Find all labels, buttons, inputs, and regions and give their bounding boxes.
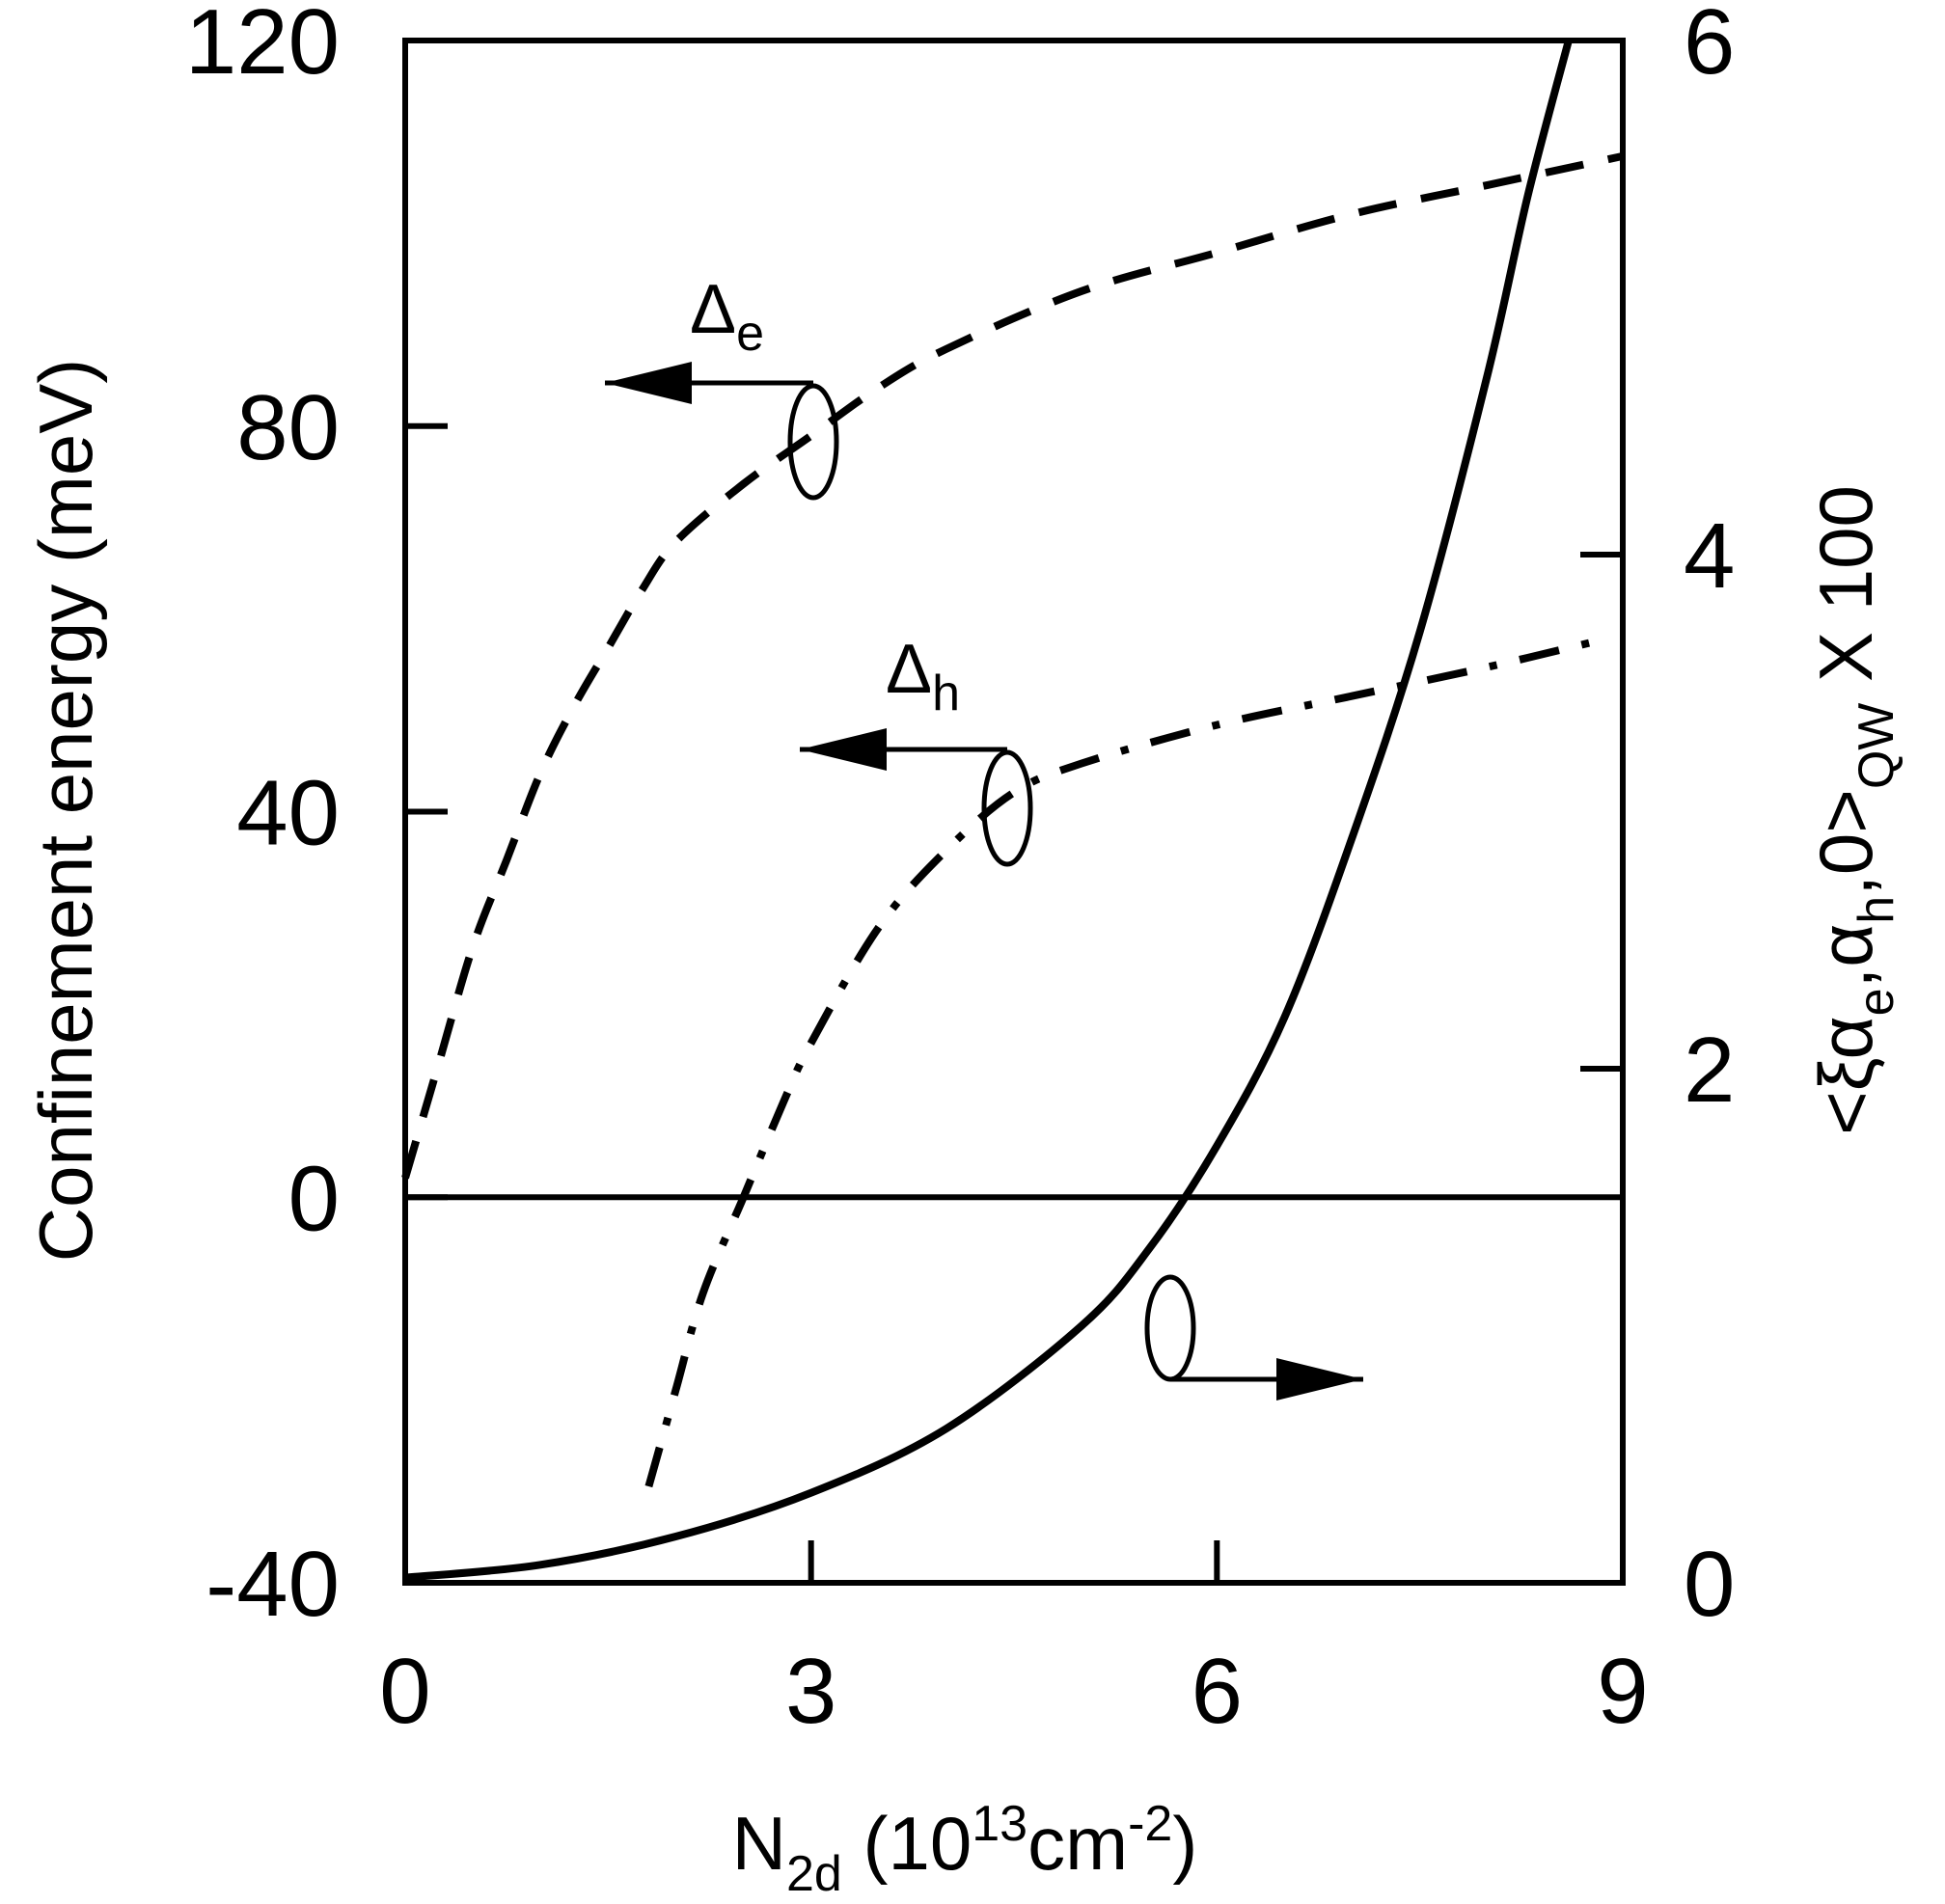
overlap-arrow-head: [1276, 1358, 1363, 1401]
series-delta-e-line: [401, 151, 1624, 1180]
y-tick-label: 0: [288, 1147, 340, 1250]
x-tick-label: 9: [1597, 1640, 1648, 1743]
tick-labels: -40 0 40 80 120 0 2 4 6 0 3 6 9: [185, 0, 1736, 1743]
y2-tick-label: 4: [1684, 504, 1735, 608]
y-tick-label: 80: [236, 376, 340, 479]
delta-e-arrow-head: [605, 362, 692, 404]
overlap-axis-marker: [1144, 1274, 1196, 1382]
annotations: [605, 362, 1363, 1401]
y2-tick-label: 0: [1684, 1533, 1735, 1636]
series-overlap-line: [404, 39, 1573, 1582]
y-tick-label: -40: [205, 1533, 340, 1636]
ticks: [405, 422, 1623, 1583]
x-tick-label: 3: [785, 1640, 836, 1743]
series-label-delta-e: Δe: [690, 271, 764, 362]
y-tick-label: 40: [236, 762, 340, 865]
delta-h-axis-marker: [981, 749, 1033, 867]
x-tick-label: 6: [1192, 1640, 1243, 1743]
y2-tick-label: 2: [1684, 1019, 1735, 1122]
x-tick-label: 0: [379, 1640, 430, 1743]
series-label-delta-h: Δh: [886, 631, 960, 721]
plot-frame: [402, 38, 1626, 1586]
series-delta-h-line: [644, 634, 1610, 1488]
delta-h-arrow-head: [800, 728, 887, 771]
y-tick-label: 120: [185, 0, 340, 94]
delta-e-axis-marker: [787, 383, 839, 501]
series-layer: [401, 39, 1624, 1582]
y2-tick-label: 6: [1684, 0, 1735, 94]
y2-axis-label: <ξαe,αh,0>QW X 100: [1803, 485, 1904, 1135]
y-axis-label: Confinement energy (meV): [23, 359, 108, 1262]
x-axis-label: N2d (1013cm-2): [732, 1796, 1198, 1902]
